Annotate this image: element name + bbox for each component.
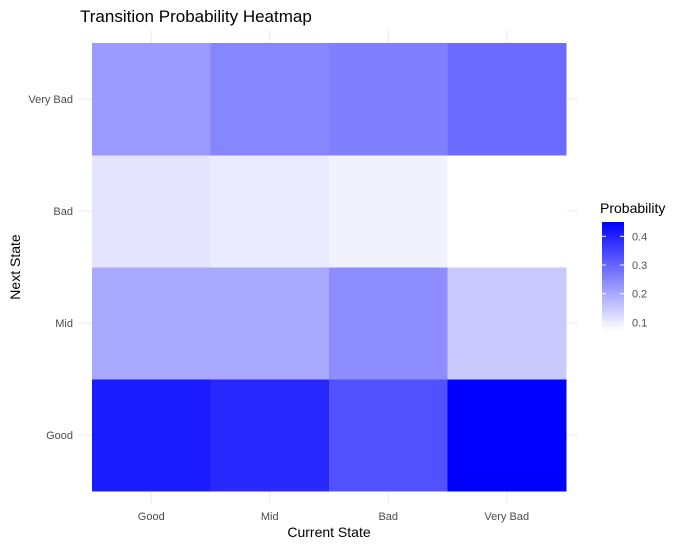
legend-colorbar [602, 222, 624, 331]
heatmap-cell [447, 379, 567, 492]
heatmap-cell [329, 379, 448, 492]
heatmap-cell [329, 155, 448, 268]
heatmap-cell [329, 43, 448, 156]
x-tick-label: Good [138, 511, 165, 523]
x-tick-label: Mid [261, 511, 279, 523]
legend-tick-label: 0.4 [632, 231, 647, 243]
heatmap-cell [92, 43, 211, 156]
legend-ticks: 0.1 0.2 0.3 0.4 [602, 231, 647, 329]
heatmap-cells [92, 43, 567, 492]
heatmap-cell [447, 43, 567, 156]
y-tick-label: Very Bad [28, 94, 73, 106]
heatmap-cell [447, 155, 567, 268]
heatmap-cell [210, 267, 330, 380]
legend-tick-label: 0.1 [632, 317, 647, 329]
heatmap-cell [92, 155, 211, 268]
y-axis-ticks: Good Mid Bad Very Bad [28, 94, 73, 442]
y-tick-label: Mid [55, 318, 73, 330]
x-tick-label: Very Bad [484, 511, 529, 523]
y-tick-label: Bad [53, 206, 73, 218]
color-legend: Probability 0.1 0.2 0.3 0.4 [600, 200, 665, 331]
x-axis-title: Current State [287, 524, 370, 540]
heatmap-cell [92, 379, 211, 492]
x-axis-ticks: Good Mid Bad Very Bad [138, 511, 529, 523]
legend-title: Probability [600, 200, 665, 216]
x-tick-label: Bad [378, 511, 398, 523]
y-tick-label: Good [46, 430, 73, 442]
heatmap-cell [210, 155, 330, 268]
heatmap-cell [92, 267, 211, 380]
y-axis-title: Next State [7, 234, 23, 300]
chart-title: Transition Probability Heatmap [80, 7, 312, 26]
heatmap-cell [329, 267, 448, 380]
heatmap-cell [210, 43, 330, 156]
heatmap-cell [210, 379, 330, 492]
legend-tick-label: 0.2 [632, 289, 647, 301]
heatmap-cell [447, 267, 567, 380]
legend-tick-label: 0.3 [632, 260, 647, 272]
